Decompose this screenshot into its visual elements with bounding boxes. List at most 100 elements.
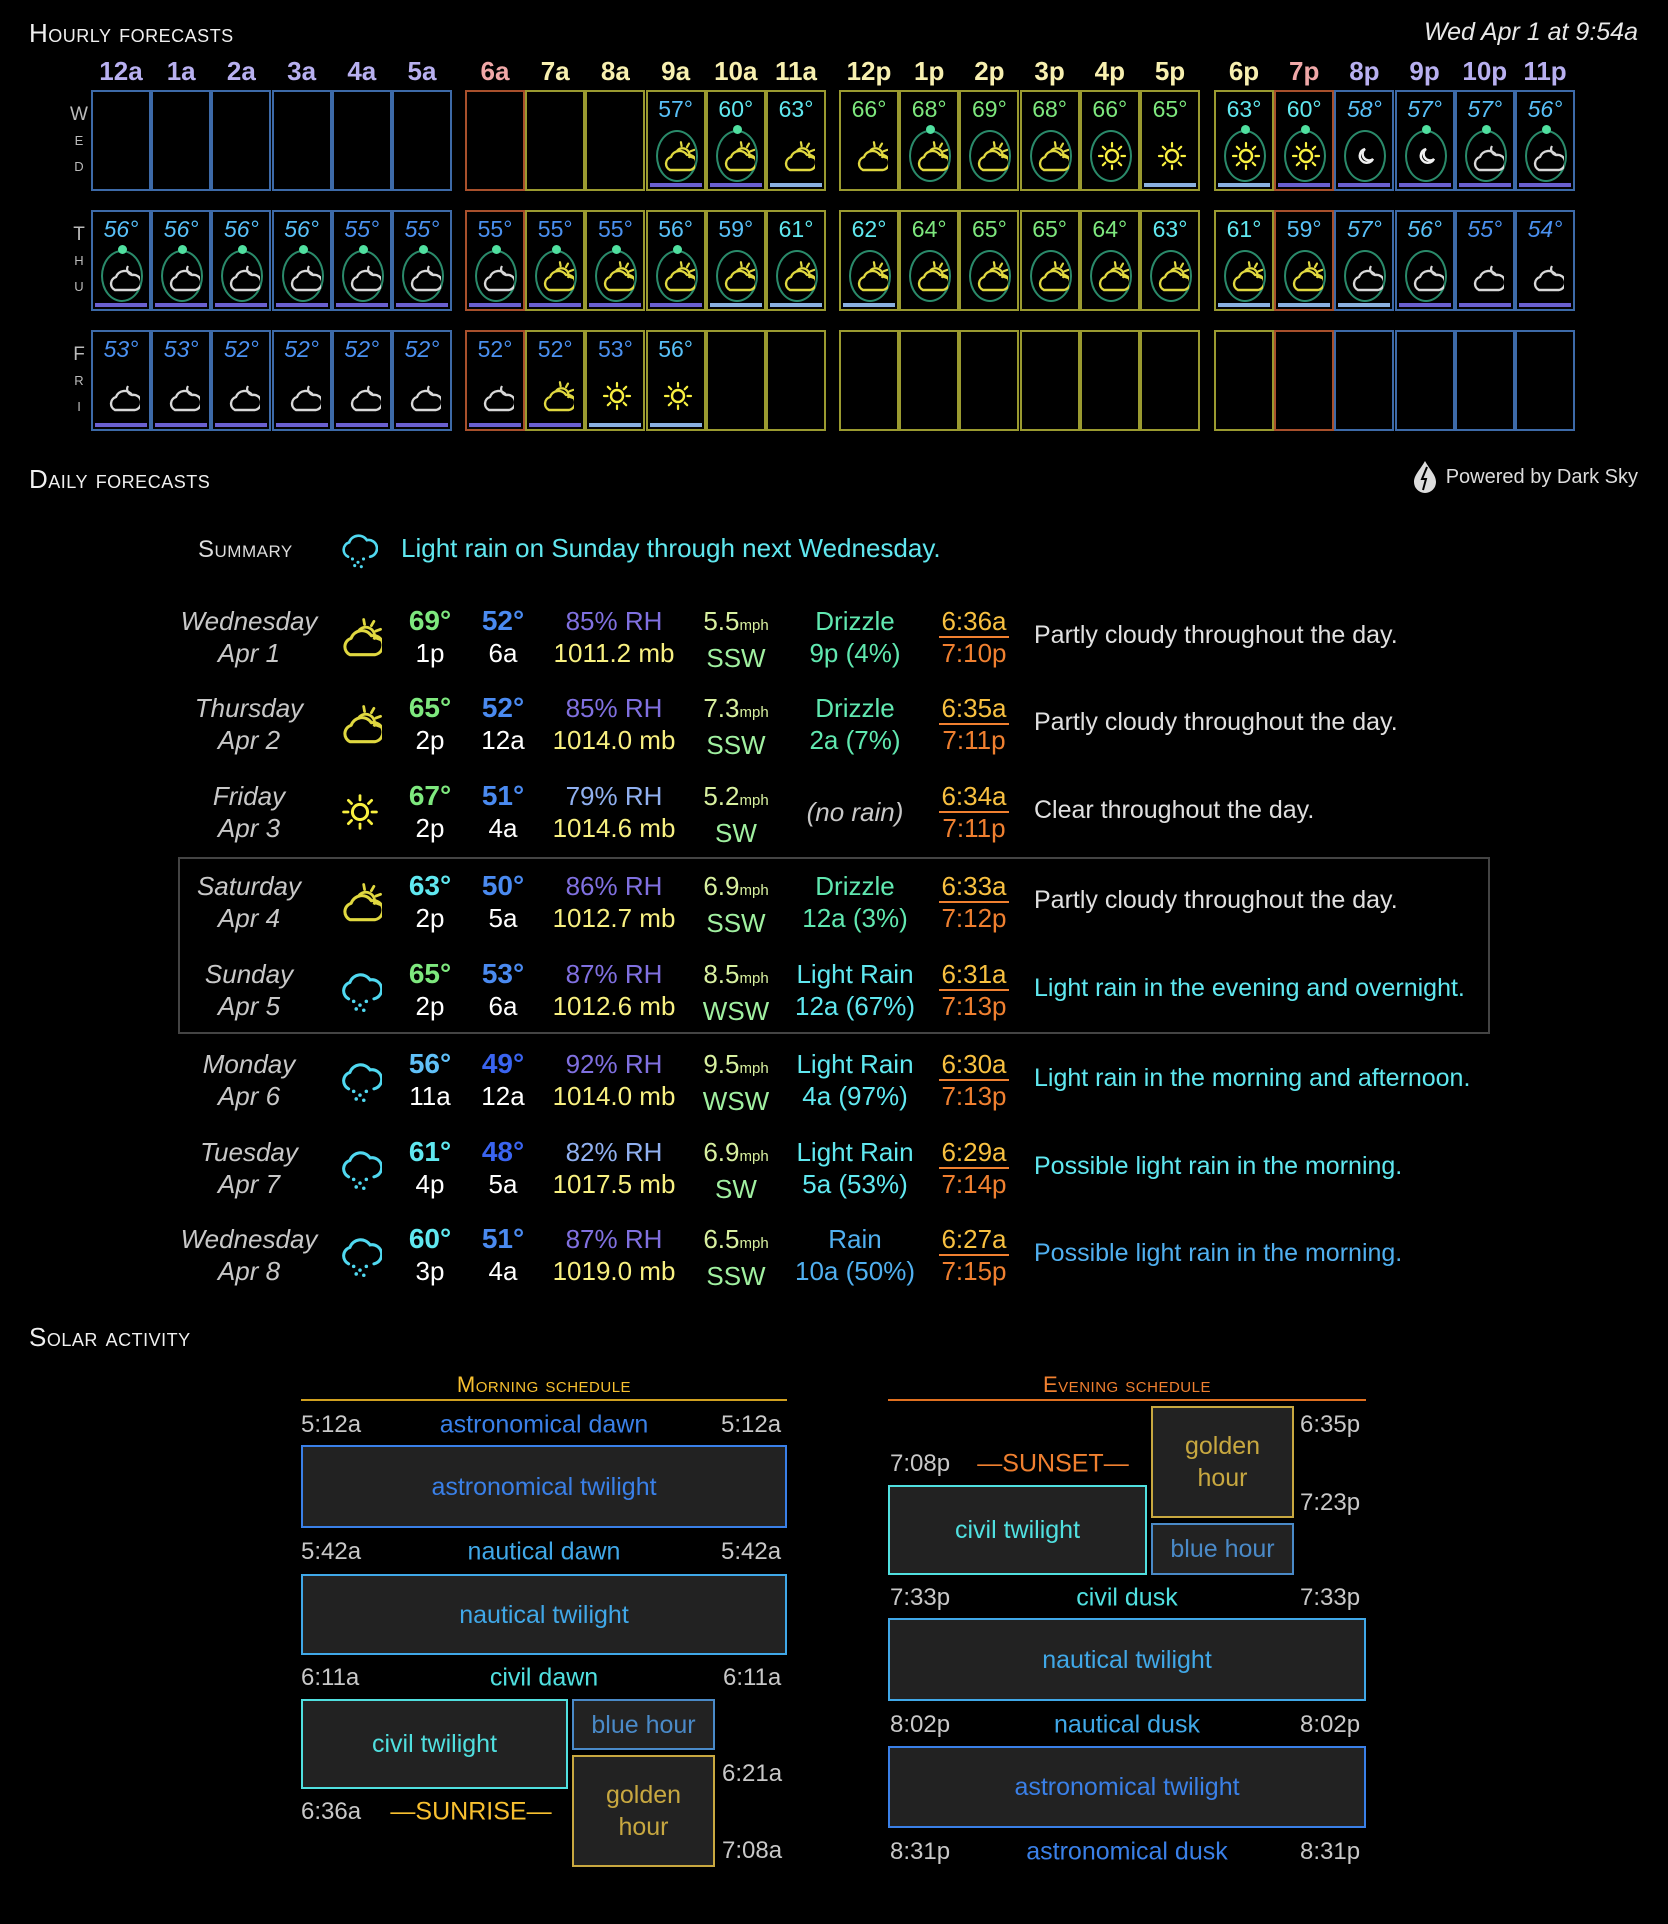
hour-cell[interactable]: 52° [392, 330, 452, 431]
hour-cell[interactable]: 53° [151, 330, 212, 431]
hour-cell[interactable] [899, 330, 960, 431]
hour-cell[interactable]: 57° [1394, 90, 1455, 191]
hour-cell[interactable]: 63° [1140, 210, 1200, 311]
hour-cell[interactable]: 53° [585, 330, 646, 431]
hour-cell[interactable]: 58° [1334, 90, 1395, 191]
hour-cell[interactable]: 62° [839, 210, 899, 311]
indicator-dot [732, 125, 742, 134]
hour-cell[interactable]: 56° [211, 210, 272, 311]
hour-cell[interactable]: 69° [959, 90, 1020, 191]
hour-cell[interactable]: 60° [705, 90, 766, 191]
hour-cell[interactable]: 55° [1454, 210, 1515, 311]
hour-cell[interactable] [766, 330, 826, 431]
hour-cell[interactable] [1394, 330, 1455, 431]
hour-cell[interactable] [1140, 330, 1200, 431]
hour-cell[interactable]: 55° [585, 210, 646, 311]
hour-temp: 57° [1467, 96, 1503, 122]
civil-dusk-label: civil dusk [1076, 1583, 1178, 1612]
hour-cell[interactable] [1334, 330, 1395, 431]
golden-hour-line-1: golden [605, 1781, 682, 1809]
hour-cell[interactable]: 56° [151, 210, 212, 311]
hour-cell[interactable]: 55° [525, 210, 586, 311]
humidity-pressure: 87% RH 1012.6 mb [539, 958, 689, 1022]
nautical-dusk-label: nautical dusk [1054, 1710, 1200, 1739]
powered-by-text: Powered by Dark Sky [1445, 465, 1638, 488]
daily-row[interactable]: Monday Apr 6 56° 11a 49° 12a 92% RH 1014.0 mb 9.… [0, 1048, 1668, 1116]
powered-by-dark-sky-link[interactable]: Powered by Dark Sky [1412, 460, 1638, 494]
hour-cell[interactable]: 56° [1515, 90, 1575, 191]
hour-temp: 59° [1286, 216, 1322, 242]
hour-cell[interactable]: 56° [91, 210, 151, 311]
hour-cell[interactable]: 53° [91, 330, 151, 431]
hour-cell[interactable]: 64° [899, 210, 960, 311]
hour-cell[interactable]: 55° [465, 210, 525, 311]
hour-cell[interactable] [1454, 330, 1515, 431]
daily-row[interactable]: Sunday Apr 5 65° 2p 53° 6a 87% RH 1012.6 mb 8.5m… [0, 958, 1668, 1026]
humidity-pressure-top: 87% RH [565, 1224, 663, 1254]
hour-cell[interactable] [959, 330, 1020, 431]
low-temp: 51° 4a [463, 780, 543, 844]
hour-cell[interactable]: 68° [1019, 90, 1080, 191]
low-temp: 51° 4a [463, 1223, 543, 1287]
hour-cell[interactable] [392, 90, 452, 191]
hour-cell[interactable]: 59° [705, 210, 766, 311]
hour-cell[interactable]: 66° [1079, 90, 1140, 191]
hour-cell[interactable]: 55° [331, 210, 392, 311]
hour-cell[interactable]: 63° [766, 90, 826, 191]
hour-cell[interactable]: 52° [525, 330, 586, 431]
hour-cell[interactable]: 61° [766, 210, 826, 311]
hour-cell[interactable] [585, 90, 646, 191]
hour-cell[interactable]: 66° [839, 90, 899, 191]
hour-cell[interactable] [839, 330, 899, 431]
hour-label-10p: 10p [1462, 56, 1508, 86]
hour-cell[interactable] [1019, 330, 1080, 431]
daily-row[interactable]: Wednesday Apr 1 69° 1p 52° 6a 85% RH 1011.2 mb 5… [0, 605, 1668, 673]
hour-cell[interactable]: 56° [645, 330, 706, 431]
hour-cell[interactable] [211, 90, 272, 191]
hour-cell[interactable] [1079, 330, 1140, 431]
humidity-pressure-top: 92% RH [565, 1049, 663, 1079]
hour-cell[interactable] [465, 90, 525, 191]
hour-cell[interactable]: 52° [331, 330, 392, 431]
hour-temp: 63° [1226, 96, 1262, 122]
hour-cell[interactable]: 56° [1394, 210, 1455, 311]
hour-cell[interactable]: 56° [645, 210, 706, 311]
hour-cell[interactable]: 56° [271, 210, 332, 311]
hour-cell[interactable]: 68° [899, 90, 960, 191]
hour-label-6a: 6a [480, 56, 510, 86]
hour-cell[interactable]: 64° [1079, 210, 1140, 311]
hour-cell[interactable]: 57° [645, 90, 706, 191]
hour-cell[interactable]: 65° [959, 210, 1020, 311]
hour-cell[interactable]: 52° [465, 330, 525, 431]
hour-cell[interactable]: 52° [211, 330, 272, 431]
hour-cell[interactable] [1274, 330, 1335, 431]
daily-row[interactable]: Tuesday Apr 7 61° 4p 48° 5a 82% RH 1017.5 mb 6.9… [0, 1136, 1668, 1204]
hour-cell[interactable]: 65° [1140, 90, 1200, 191]
hour-cell[interactable] [331, 90, 392, 191]
hour-cell[interactable] [271, 90, 332, 191]
precipitation-top: Drizzle [815, 693, 895, 723]
hour-cell[interactable] [1214, 330, 1274, 431]
day-date-bottom: Apr 2 [217, 725, 281, 755]
hour-cell[interactable]: 63° [1214, 90, 1274, 191]
daily-row[interactable]: Friday Apr 3 67° 2p 51° 4a 79% RH 1014.6 mb 5.2m… [0, 780, 1668, 848]
daily-row[interactable]: Thursday Apr 2 65° 2p 52° 12a 85% RH 1014.0 mb 7… [0, 692, 1668, 760]
hour-cell[interactable]: 52° [271, 330, 332, 431]
hour-cell[interactable] [525, 90, 586, 191]
hour-cell[interactable]: 65° [1019, 210, 1080, 311]
daily-row[interactable]: Saturday Apr 4 63° 2p 50° 5a 86% RH 1012.7 mb 6.… [0, 870, 1668, 938]
hour-cell[interactable]: 61° [1214, 210, 1274, 311]
low-temp-bottom: 6a [488, 991, 518, 1021]
hour-cell[interactable] [151, 90, 212, 191]
hour-cell[interactable]: 54° [1515, 210, 1575, 311]
hour-cell[interactable]: 60° [1274, 90, 1335, 191]
hour-cell[interactable]: 59° [1274, 210, 1335, 311]
hour-cell[interactable] [1515, 330, 1575, 431]
hour-cell[interactable] [91, 90, 151, 191]
daily-row[interactable]: Wednesday Apr 8 60° 3p 51° 4a 87% RH 1019.0 mb 6… [0, 1223, 1668, 1291]
hour-cell[interactable]: 57° [1334, 210, 1395, 311]
hour-cell[interactable]: 57° [1454, 90, 1515, 191]
clear-day-icon [338, 788, 382, 836]
hour-cell[interactable] [705, 330, 766, 431]
hour-cell[interactable]: 55° [392, 210, 452, 311]
